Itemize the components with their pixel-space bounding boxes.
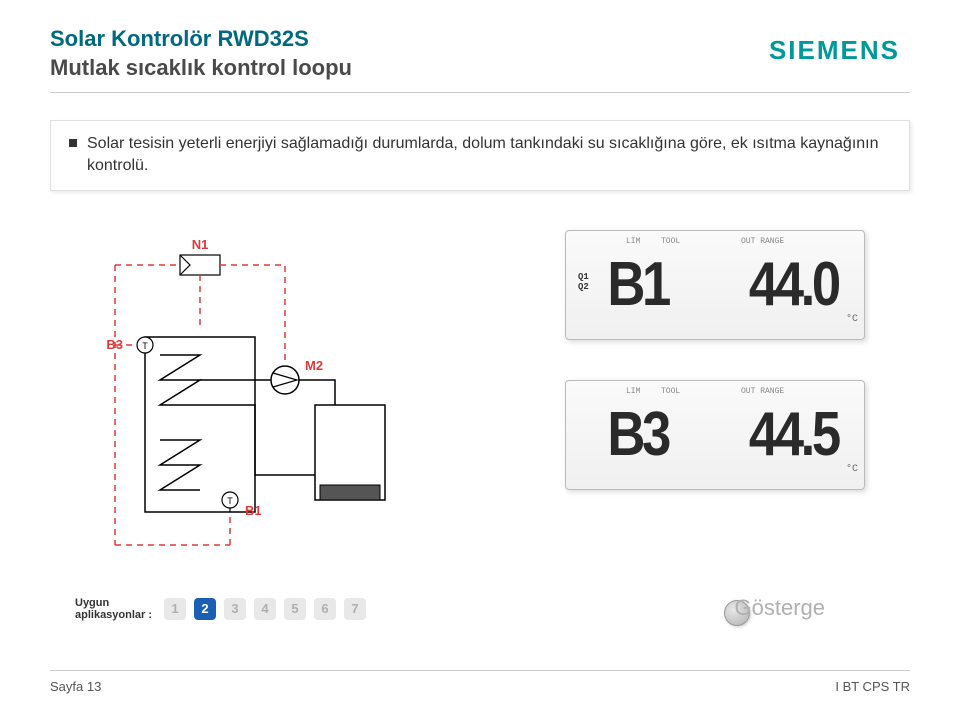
- lcd1-left-segment: B1: [607, 249, 668, 320]
- svg-text:T: T: [142, 341, 148, 351]
- diagram-label-b1: B1: [245, 503, 262, 518]
- footer-code: I BT CPS TR: [835, 679, 910, 694]
- app-badge-3: 3: [224, 598, 246, 620]
- app-badge-4: 4: [254, 598, 276, 620]
- lcd1-unit: °C: [846, 314, 858, 325]
- svg-text:T: T: [227, 496, 233, 506]
- lcd1-q-labels: Q1 Q2: [578, 273, 589, 293]
- lcd2-lbl-lim: LIM: [626, 387, 640, 396]
- lcd-display-2: LIM TOOL OUT RANGE B3 44.5 °C: [565, 380, 865, 490]
- lcd1-lbl-lim: LIM: [626, 237, 640, 246]
- lcd2-unit: °C: [846, 464, 858, 475]
- description-box: Solar tesisin yeterli enerjiyi sağlamadı…: [50, 120, 910, 191]
- lcd2-left-segment: B3: [607, 399, 668, 470]
- app-badge-7: 7: [344, 598, 366, 620]
- diagram-label-m2: M2: [305, 358, 323, 373]
- brand-logo: SIEMENS: [769, 35, 900, 66]
- lcd1-right-segment: 44.0: [749, 249, 838, 320]
- applications-label: Uygun aplikasyonlar :: [75, 597, 152, 621]
- lcd-display-stack: LIM TOOL OUT RANGE Q1 Q2 B1 44.0 °C LIM …: [565, 230, 865, 515]
- description-text: Solar tesisin yeterli enerjiyi sağlamadı…: [87, 133, 891, 178]
- lcd2-right-segment: 44.5: [749, 399, 838, 470]
- app-badge-1: 1: [164, 598, 186, 620]
- app-badge-5: 5: [284, 598, 306, 620]
- lcd1-lbl-range: OUT RANGE: [741, 237, 784, 246]
- lcd-display-1: LIM TOOL OUT RANGE Q1 Q2 B1 44.0 °C: [565, 230, 865, 340]
- diagram-label-n1: N1: [192, 237, 209, 252]
- lcd1-lbl-tool: TOOL: [661, 237, 680, 246]
- footer: Sayfa 13 I BT CPS TR: [50, 670, 910, 694]
- gosterge-label: Gösterge: [735, 595, 826, 621]
- applications-row: Uygun aplikasyonlar : 1 2 3 4 5 6 7: [75, 597, 366, 621]
- app-badge-6: 6: [314, 598, 336, 620]
- app-badge-2: 2: [194, 598, 216, 620]
- bullet-icon: [69, 139, 77, 147]
- footer-page: Sayfa 13: [50, 679, 101, 694]
- lcd2-lbl-range: OUT RANGE: [741, 387, 784, 396]
- lcd2-lbl-tool: TOOL: [661, 387, 680, 396]
- header-divider: [50, 92, 910, 93]
- schematic-diagram: N1 T B3 M2: [95, 235, 435, 565]
